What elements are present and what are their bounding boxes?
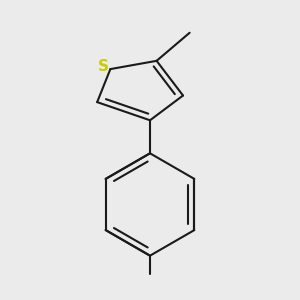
Text: S: S	[98, 59, 109, 74]
